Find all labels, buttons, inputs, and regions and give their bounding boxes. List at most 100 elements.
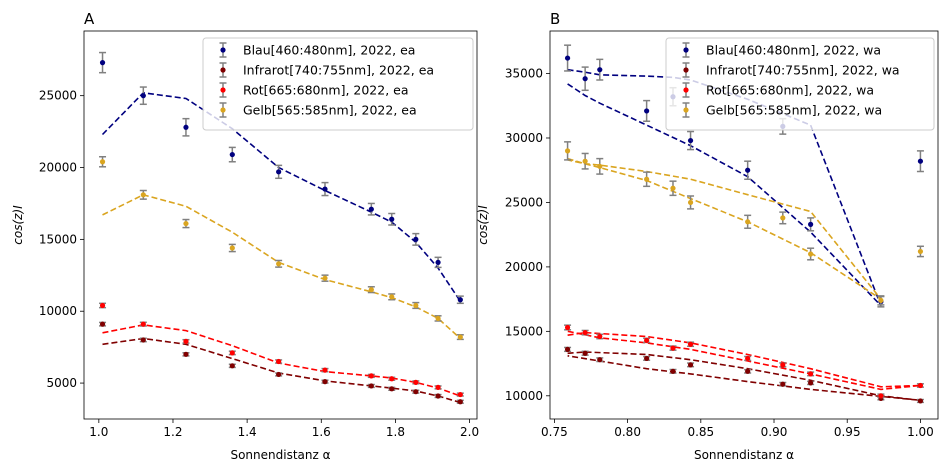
x-tick-label: 1.0 [89, 425, 108, 439]
data-point [322, 379, 328, 385]
data-point [368, 287, 374, 293]
x-tick-label: 2.0 [460, 425, 479, 439]
data-point [582, 330, 588, 336]
legend-entry: Gelb[565:585nm], 2022, ea [243, 103, 417, 118]
legend-marker [683, 47, 689, 53]
data-point [99, 302, 106, 309]
data-point [389, 294, 395, 300]
x-tick-label: 0.80 [614, 425, 641, 439]
data-point [780, 381, 786, 387]
legend-entry: Infrarot[740:755nm], 2022, ea [243, 63, 434, 78]
y-tick-label: 10000 [39, 304, 77, 318]
data-point [808, 380, 814, 386]
data-point [322, 275, 328, 281]
data-point [229, 350, 235, 356]
data-point [878, 393, 884, 399]
x-tick-label: 1.00 [907, 425, 934, 439]
data-point [917, 248, 924, 255]
data-point [582, 350, 588, 356]
data-point [276, 261, 282, 267]
data-point [389, 376, 395, 382]
data-point [564, 346, 571, 352]
data-point [435, 393, 441, 399]
fit-line [102, 337, 461, 404]
data-point [140, 321, 146, 327]
data-point [276, 371, 282, 378]
data-point [564, 148, 571, 154]
data-point [687, 341, 694, 347]
y-tick-label: 30000 [505, 131, 543, 145]
panel-b: B 0.75 0.80 0.85 0.90 0.95 1.00 10000 15000 200… [476, 10, 939, 462]
data-point [564, 55, 571, 61]
data-point [140, 93, 146, 99]
fit-line [567, 351, 921, 402]
data-point [457, 297, 463, 303]
panel-a-title: A [84, 10, 95, 28]
data-point [389, 386, 395, 392]
data-point [597, 333, 603, 340]
legend-frame [665, 37, 935, 131]
y-tick-label: 20000 [39, 161, 77, 175]
y-tick-label: 20000 [505, 260, 543, 274]
data-point [183, 220, 189, 227]
x-tick-label: 0.85 [687, 425, 714, 439]
y-tick-label: 25000 [505, 195, 543, 209]
data-point [564, 324, 571, 331]
x-tick-label: 0.95 [834, 425, 861, 439]
legend-marker [220, 107, 226, 113]
data-point [808, 371, 814, 377]
data-point [413, 236, 419, 242]
fit-line [567, 157, 882, 300]
data-point [99, 60, 106, 66]
data-point [670, 345, 676, 351]
data-point [644, 355, 650, 362]
y-tick-label: 25000 [39, 89, 77, 103]
data-point [808, 221, 814, 227]
panel-b-x-axis-label: Sonnendistanz α [694, 448, 794, 462]
legend-marker [220, 67, 226, 73]
data-point [745, 355, 751, 362]
panel-b-y-axis-label: cos(z)I [476, 205, 490, 245]
legend-entry: Rot[665:680nm], 2022, ea [243, 83, 409, 98]
data-point [644, 108, 650, 114]
data-point [368, 383, 374, 389]
data-point [183, 124, 189, 130]
x-tick-label: 1.2 [163, 425, 182, 439]
data-point [670, 368, 676, 374]
data-point [582, 158, 588, 164]
legend-marker [683, 67, 689, 73]
data-point [745, 368, 751, 374]
data-point [229, 245, 235, 251]
y-tick-label: 35000 [505, 67, 543, 81]
data-point [140, 337, 146, 343]
data-point [368, 206, 374, 212]
data-point [276, 169, 282, 175]
data-point [322, 367, 328, 373]
y-tick-label: 15000 [39, 232, 77, 246]
data-point [745, 167, 751, 173]
data-point [229, 363, 235, 369]
legend-entry: Blau[460:480nm], 2022, wa [706, 43, 881, 58]
data-point [687, 199, 694, 206]
x-tick-label: 0.75 [541, 425, 568, 439]
legend-marker [683, 87, 689, 93]
data-point [183, 338, 189, 344]
data-point [368, 373, 374, 379]
panel-b-title: B [550, 10, 560, 28]
data-point [917, 158, 924, 164]
data-point [780, 362, 786, 368]
data-point [389, 216, 395, 222]
data-point [457, 334, 463, 340]
data-point [644, 337, 650, 343]
legend-entry: Blau[460:480nm], 2022, ea [243, 43, 415, 58]
fit-line [567, 330, 921, 391]
data-point [808, 251, 814, 257]
panel-a-x-axis-label: Sonnendistanz α [230, 448, 330, 462]
legend-marker [683, 107, 689, 113]
legend-marker [220, 87, 226, 93]
legend-frame [202, 37, 474, 131]
data-point [644, 176, 650, 182]
legend-entry: Gelb[565:585nm], 2022, wa [706, 103, 882, 118]
panel-a: A 1.0 1.2 1.4 1.6 1.8 2.0 5000 10000 15000 20000… [11, 10, 479, 462]
